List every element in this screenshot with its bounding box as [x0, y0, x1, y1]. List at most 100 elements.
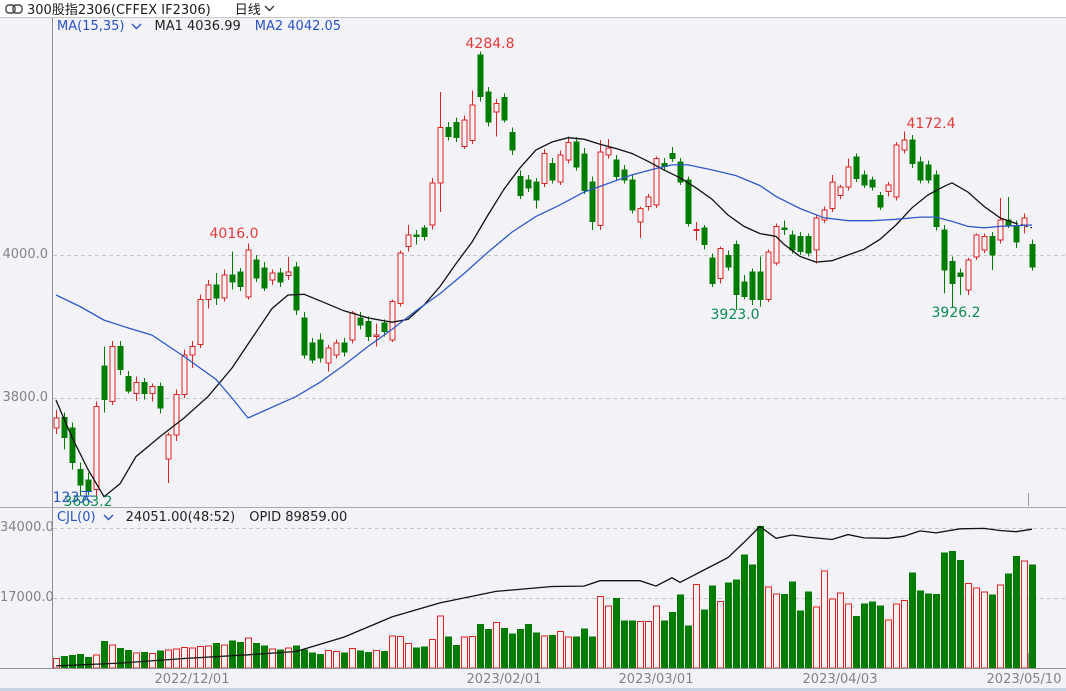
- volume-bar: [133, 652, 140, 669]
- candle-body: [461, 119, 468, 147]
- candle-body: [325, 347, 332, 364]
- candle-body: [237, 271, 244, 287]
- volume-bar: [533, 632, 540, 669]
- volume-bar: [837, 592, 844, 669]
- candle-body: [277, 272, 284, 283]
- candle-body: [1013, 225, 1020, 243]
- volume-bar: [365, 651, 372, 669]
- candle-body: [797, 235, 804, 252]
- volume-bar: [741, 554, 748, 669]
- candle-body: [365, 320, 372, 338]
- candle-body: [405, 234, 412, 247]
- candle-body: [517, 175, 524, 197]
- candle-body: [773, 225, 780, 264]
- candle-body: [357, 317, 364, 326]
- volume-bar: [373, 649, 380, 669]
- volume-bar: [493, 622, 500, 669]
- volume-indicator-row: CJL(0) 24051.00(48:52) OPID 89859.00: [57, 510, 361, 525]
- volume-bar: [573, 636, 580, 669]
- volume-bar: [669, 611, 676, 669]
- volume-bar: [565, 636, 572, 669]
- candle-body: [317, 339, 324, 359]
- ma-indicator-label[interactable]: MA(15,35): [57, 19, 125, 34]
- volume-bar: [781, 593, 788, 669]
- candle-body: [221, 274, 228, 299]
- volume-bar: [717, 601, 724, 669]
- date-axis-label: 2023/04/03: [802, 672, 878, 687]
- volume-bar: [53, 658, 60, 669]
- candle-body: [253, 259, 260, 279]
- candle-body: [885, 184, 892, 192]
- volume-bar: [829, 598, 836, 669]
- candle-body: [501, 97, 508, 121]
- candle-body: [605, 147, 612, 156]
- volume-bar: [757, 525, 764, 669]
- volume-bar: [789, 581, 796, 669]
- candle-body: [965, 259, 972, 291]
- chevron-down-icon[interactable]: [264, 5, 275, 12]
- candle-body: [245, 249, 252, 298]
- volume-bar: [349, 648, 356, 669]
- volume-bar: [661, 620, 668, 669]
- opid-value: OPID 89859.00: [249, 510, 348, 525]
- volume-bar: [917, 590, 924, 669]
- chevron-down-icon[interactable]: [131, 23, 142, 30]
- volume-bar: [941, 552, 948, 669]
- candle-body: [709, 257, 716, 285]
- candle-body: [213, 284, 220, 299]
- candle-body: [197, 298, 204, 345]
- volume-bar: [749, 564, 756, 669]
- volume-bar: [485, 628, 492, 669]
- candle-body: [229, 274, 236, 283]
- price-annotation: 123天: [52, 490, 94, 506]
- volume-bar: [285, 647, 292, 669]
- candle-body: [805, 235, 812, 254]
- volume-bar: [997, 584, 1004, 669]
- volume-bar: [325, 650, 332, 669]
- volume-bar: [805, 591, 812, 669]
- symbol-title: 300股指2306(CFFEX IF2306): [27, 3, 211, 18]
- volume-bar: [261, 645, 268, 669]
- candle-body: [893, 144, 900, 198]
- chevron-down-icon[interactable]: [103, 514, 114, 521]
- price-axis-label: 4000.0: [2, 247, 49, 262]
- volume-bar: [333, 651, 340, 669]
- candle-body: [149, 386, 156, 395]
- candle-body: [557, 154, 564, 183]
- volume-axis-label: 17000.0: [0, 590, 54, 605]
- candle-body: [565, 142, 572, 161]
- candle-body: [525, 179, 532, 189]
- volume-bar: [725, 582, 732, 669]
- candle-body: [373, 334, 380, 338]
- ma2-value: MA2 4042.05: [254, 19, 342, 34]
- volume-bar: [973, 587, 980, 669]
- candle-body: [733, 243, 740, 295]
- volume-bar: [549, 634, 556, 669]
- candle-body: [445, 127, 452, 137]
- volume-bar: [125, 650, 132, 669]
- candle-body: [1021, 217, 1028, 226]
- period-selector[interactable]: 日线: [234, 3, 261, 18]
- candle-body: [597, 151, 604, 227]
- volume-bar: [317, 653, 324, 669]
- candle-body: [173, 393, 180, 436]
- date-axis-strip: [0, 668, 1066, 688]
- volume-bar: [821, 570, 828, 669]
- volume-bar: [1021, 560, 1028, 669]
- cjl-indicator-label[interactable]: CJL(0): [57, 510, 96, 525]
- candle-body: [957, 272, 964, 277]
- volume-bar: [621, 620, 628, 669]
- volume-bar: [1013, 555, 1020, 669]
- candle-body: [757, 271, 764, 300]
- candle-body: [821, 209, 828, 221]
- candle-body: [69, 427, 76, 463]
- link-icon[interactable]: [5, 3, 23, 15]
- candle-body: [989, 235, 996, 256]
- candle-body: [453, 122, 460, 139]
- volume-bar: [77, 653, 84, 669]
- candle-body: [837, 186, 844, 197]
- volume-bar: [85, 657, 92, 669]
- volume-bar: [845, 603, 852, 669]
- volume-bar: [301, 649, 308, 669]
